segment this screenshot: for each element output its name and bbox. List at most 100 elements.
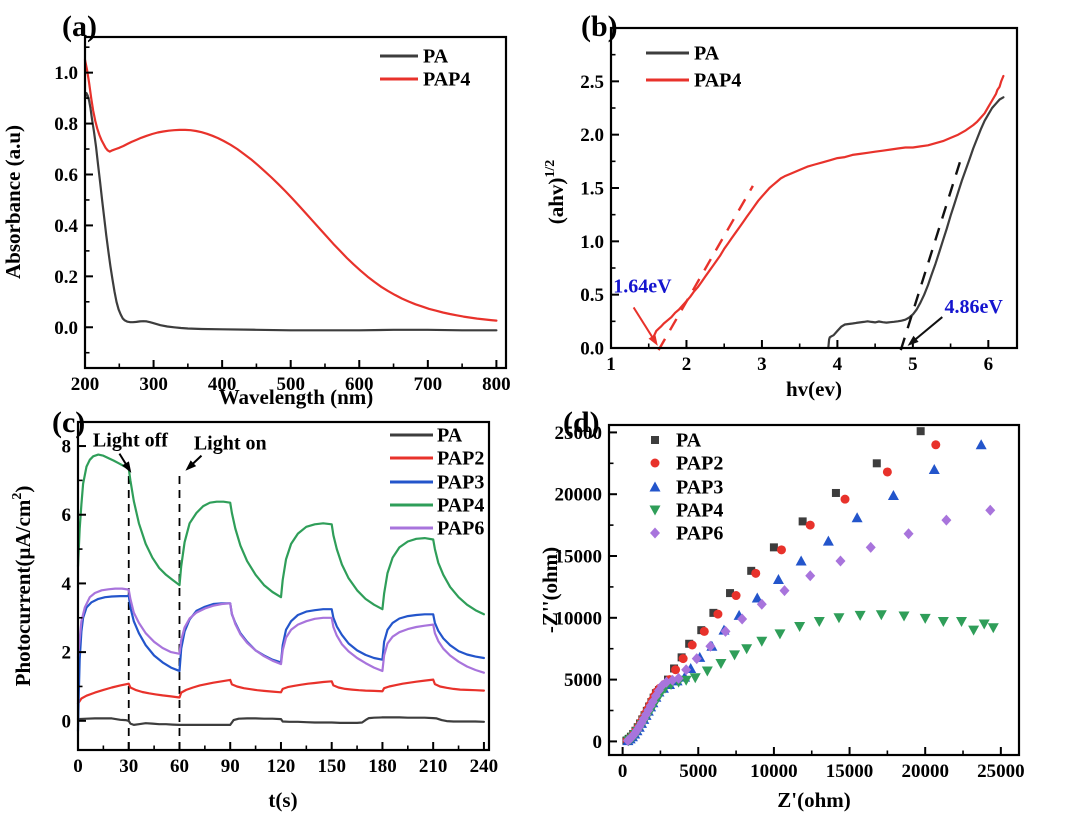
point-PAP2: [687, 640, 697, 650]
point-PAP4: [774, 629, 786, 640]
point-PAP2: [751, 568, 761, 578]
point-PAP2: [805, 520, 815, 530]
legend-marker-PAP6: [650, 527, 660, 539]
chart-b: 1 2 3 4 5 6 0.0 0.5 1.0 1.5 2.0 2.5 1.64eV 4.86eV PA PA…: [543, 10, 1019, 401]
x-tick-label: 25000: [977, 761, 1024, 782]
x-tick-label: 90: [221, 756, 240, 777]
point-PAP3: [822, 535, 834, 546]
annotation-text: 1.64eV: [613, 276, 672, 298]
x-tick-label: 60: [170, 756, 189, 777]
y-tick-label: 2.5: [580, 72, 604, 93]
legend-label-PA: PA: [676, 430, 702, 452]
x-tick-label: 700: [414, 374, 443, 395]
y-tick-label: 0.6: [54, 165, 78, 186]
series-line-PAP6: [76, 587, 485, 674]
point-PAP4: [854, 610, 866, 621]
panel-letter-b: (b): [581, 10, 618, 43]
point-PAP6: [643, 704, 654, 716]
point-PAP3: [851, 512, 863, 523]
legend-marker-PAP2: [650, 458, 660, 468]
y-tick-label: 0: [593, 732, 603, 753]
legend-label-PAP4: PAP4: [437, 495, 484, 517]
y-tick-label: 1.0: [54, 63, 78, 84]
point-PAP2: [840, 494, 850, 504]
legend-label-PA: PA: [694, 43, 720, 65]
y-tick-label: 1.0: [580, 232, 604, 253]
x-axis-label-d: Z'(ohm): [777, 788, 851, 812]
point-PAP6: [656, 680, 667, 692]
point-PAP6: [705, 640, 716, 652]
point-PAP4: [794, 621, 806, 632]
point-PAP3: [795, 555, 807, 566]
point-PAP3: [975, 439, 987, 450]
panel-b: 1 2 3 4 5 6 0.0 0.5 1.0 1.5 2.0 2.5 1.64eV 4.86eV PA PA…: [535, 0, 1071, 420]
y-tick-label: 4: [62, 574, 72, 595]
x-tick-label: 0: [73, 756, 83, 777]
point-PAP2: [776, 545, 786, 555]
annotation-arrow: [632, 306, 656, 342]
legend-label-PAP3: PAP3: [437, 472, 484, 494]
point-PAP6: [865, 541, 876, 553]
y-tick-label: 25000: [555, 423, 603, 444]
x-axis-label-b: hv(ev): [786, 377, 842, 401]
annotation-text: Light off: [93, 430, 168, 452]
point-PA: [798, 517, 807, 526]
x-tick-label: 10000: [750, 761, 798, 782]
point-PAP6: [691, 653, 702, 665]
y-axis-label-d: -Z''(ohm): [538, 547, 562, 633]
point-PAP4: [987, 623, 999, 634]
x-tick-label: 5: [908, 354, 918, 375]
point-PAP6: [756, 598, 767, 610]
point-PAP4: [689, 673, 701, 684]
point-PAP4: [956, 617, 968, 628]
legend-marker-PAP3: [649, 481, 661, 492]
annotation-arrowhead: [907, 335, 919, 346]
point-PA: [747, 566, 756, 575]
panel-letter-d: (d): [563, 406, 600, 439]
y-tick-label: 5000: [564, 670, 602, 691]
annotation-arrowhead: [122, 461, 132, 473]
legend-label-PAP4: PAP4: [423, 69, 470, 91]
x-tick-label: 2: [682, 354, 692, 375]
x-tick-label: 180: [368, 756, 397, 777]
point-PAP4: [833, 613, 845, 624]
panel-d: 0 5000 10000 15000 20000 25000 0 5000 10000 15000…: [535, 400, 1071, 823]
point-PAP4: [898, 611, 910, 622]
y-tick-label: 0.8: [54, 114, 78, 135]
y-tick-label: 2: [62, 643, 72, 664]
plot-frame: [607, 423, 1021, 757]
x-tick-label: 6: [984, 354, 994, 375]
legend-label-PAP2: PAP2: [676, 453, 723, 475]
series-line-PAP4: [83, 58, 498, 322]
point-PAP6: [805, 570, 816, 582]
point-PAP4: [968, 625, 980, 636]
panel-letter-c: (c): [52, 406, 85, 439]
x-axis-label-c: t(s): [268, 788, 297, 812]
chart-c: 0 30 60 90 120 150 180 210 240 0 2 4 6 8 Light off Ligh…: [10, 406, 499, 812]
x-tick-label: 200: [71, 374, 100, 395]
point-PAP4: [813, 617, 825, 628]
point-PAP4: [701, 666, 713, 677]
y-tick-label: 0.2: [54, 267, 78, 288]
x-tick-label: 4: [833, 354, 843, 375]
panel-c: 0 30 60 90 120 150 180 210 240 0 2 4 6 8 Light off Ligh…: [0, 400, 536, 823]
annotation-text: 4.86eV: [945, 296, 1004, 318]
x-tick-label: 240: [470, 756, 499, 777]
legend-label-PAP4: PAP4: [676, 500, 723, 522]
point-PAP6: [638, 713, 649, 725]
x-tick-label: 3: [757, 354, 767, 375]
point-PAP6: [631, 724, 642, 736]
series-line-PAP4: [652, 74, 1005, 339]
x-tick-label: 300: [139, 374, 168, 395]
point-PAP6: [673, 672, 684, 684]
point-PAP6: [653, 684, 664, 696]
y-tick-label: 20000: [555, 485, 603, 506]
legend-label-PAP4: PAP4: [694, 70, 741, 92]
point-PAP3: [751, 592, 763, 603]
point-PAP2: [678, 654, 688, 664]
panel-a: 200 300 400 500 600 700 800 0.0 0.2 0.4 0.6 0.8 1.0 P…: [0, 0, 536, 420]
point-PAP4: [937, 617, 949, 628]
tangent-line: [657, 185, 754, 351]
point-PAP6: [720, 625, 731, 637]
point-PAP6: [641, 709, 652, 721]
